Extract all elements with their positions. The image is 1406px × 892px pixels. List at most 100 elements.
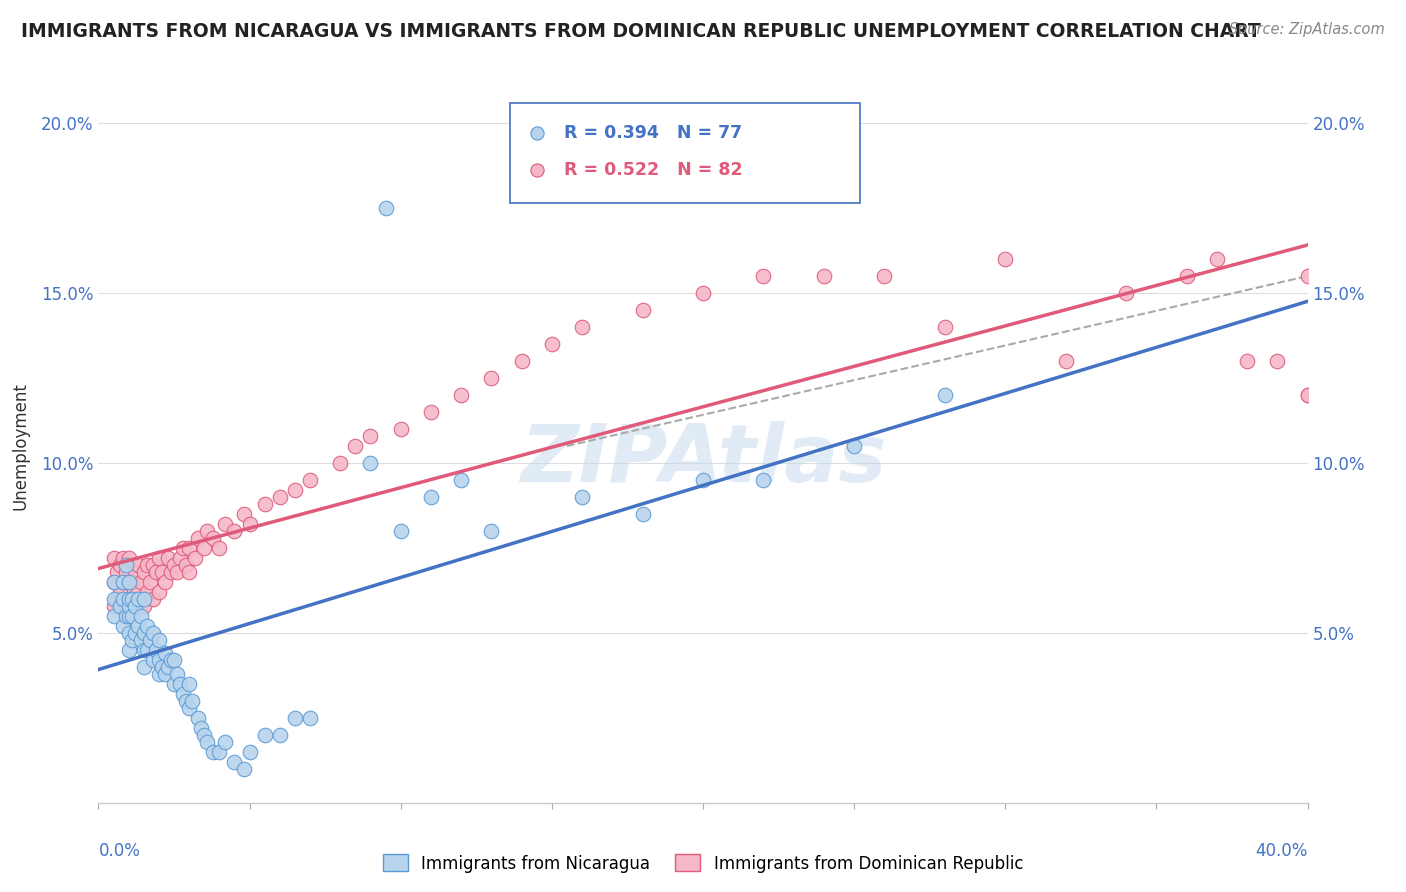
Point [193, 728, 215, 742]
Point [111, 591, 134, 606]
Point [150, 660, 173, 674]
Point [105, 565, 128, 579]
Point [129, 574, 152, 589]
Point [934, 320, 956, 334]
Point [132, 599, 155, 613]
Point [1296, 388, 1319, 402]
Point [1175, 269, 1198, 284]
Point [132, 660, 155, 674]
Point [108, 585, 131, 599]
Point [481, 371, 503, 385]
Point [148, 666, 170, 681]
Text: IMMIGRANTS FROM NICARAGUA VS IMMIGRANTS FROM DOMINICAN REPUBLIC UNEMPLOYMENT COR: IMMIGRANTS FROM NICARAGUA VS IMMIGRANTS … [21, 22, 1261, 41]
Point [145, 643, 167, 657]
Text: Source: ZipAtlas.com: Source: ZipAtlas.com [1229, 22, 1385, 37]
Point [153, 574, 176, 589]
Point [127, 585, 149, 599]
Point [181, 694, 204, 708]
Point [571, 320, 593, 334]
Point [160, 653, 183, 667]
Point [253, 497, 276, 511]
Point [160, 565, 183, 579]
Point [121, 574, 143, 589]
Point [374, 201, 396, 215]
Point [232, 507, 254, 521]
Point [873, 269, 896, 284]
Point [135, 619, 157, 633]
Point [179, 541, 201, 555]
Point [299, 711, 322, 725]
Point [103, 574, 125, 589]
Point [150, 565, 173, 579]
Point [142, 626, 165, 640]
Point [1236, 354, 1258, 368]
Point [187, 531, 209, 545]
Point [631, 507, 654, 521]
Point [114, 599, 136, 613]
Point [1296, 388, 1319, 402]
Point [127, 619, 149, 633]
Point [135, 558, 157, 572]
Point [111, 574, 134, 589]
Point [193, 541, 215, 555]
Point [172, 541, 194, 555]
Point [118, 574, 141, 589]
Point [132, 591, 155, 606]
Text: R = 0.394   N = 77: R = 0.394 N = 77 [564, 125, 742, 143]
Point [156, 551, 179, 566]
Point [184, 551, 207, 566]
Point [172, 687, 194, 701]
Point [420, 405, 443, 419]
Text: R = 0.522   N = 82: R = 0.522 N = 82 [564, 161, 742, 178]
Point [389, 422, 412, 436]
Text: 40.0%: 40.0% [1256, 842, 1308, 860]
Point [163, 677, 186, 691]
Point [481, 524, 503, 538]
Point [103, 608, 125, 623]
Point [284, 483, 307, 498]
Point [389, 524, 412, 538]
Point [224, 524, 246, 538]
Point [195, 524, 218, 538]
Point [135, 585, 157, 599]
Point [118, 608, 141, 623]
Point [114, 608, 136, 623]
Point [129, 608, 152, 623]
Point [124, 599, 146, 613]
Point [208, 541, 231, 555]
Point [1054, 354, 1077, 368]
Point [1115, 286, 1137, 301]
Point [510, 354, 533, 368]
Point [994, 252, 1017, 266]
Point [108, 599, 131, 613]
Point [135, 643, 157, 657]
Point [142, 591, 165, 606]
Point [118, 626, 141, 640]
Point [844, 439, 866, 453]
Point [114, 565, 136, 579]
Point [179, 677, 201, 691]
Point [163, 558, 186, 572]
Point [269, 728, 291, 742]
Point [187, 711, 209, 725]
Point [299, 473, 322, 487]
Point [208, 745, 231, 759]
Point [111, 551, 134, 566]
Point [1267, 354, 1289, 368]
Point [127, 591, 149, 606]
Point [139, 574, 162, 589]
Point [360, 456, 382, 470]
Point [420, 490, 443, 504]
Point [269, 490, 291, 504]
Point [202, 745, 225, 759]
Point [540, 337, 562, 351]
Point [132, 626, 155, 640]
Point [108, 558, 131, 572]
Point [163, 653, 186, 667]
Point [142, 558, 165, 572]
FancyBboxPatch shape [509, 103, 860, 203]
Point [153, 646, 176, 660]
Point [103, 599, 125, 613]
Point [156, 660, 179, 674]
Point [118, 574, 141, 589]
